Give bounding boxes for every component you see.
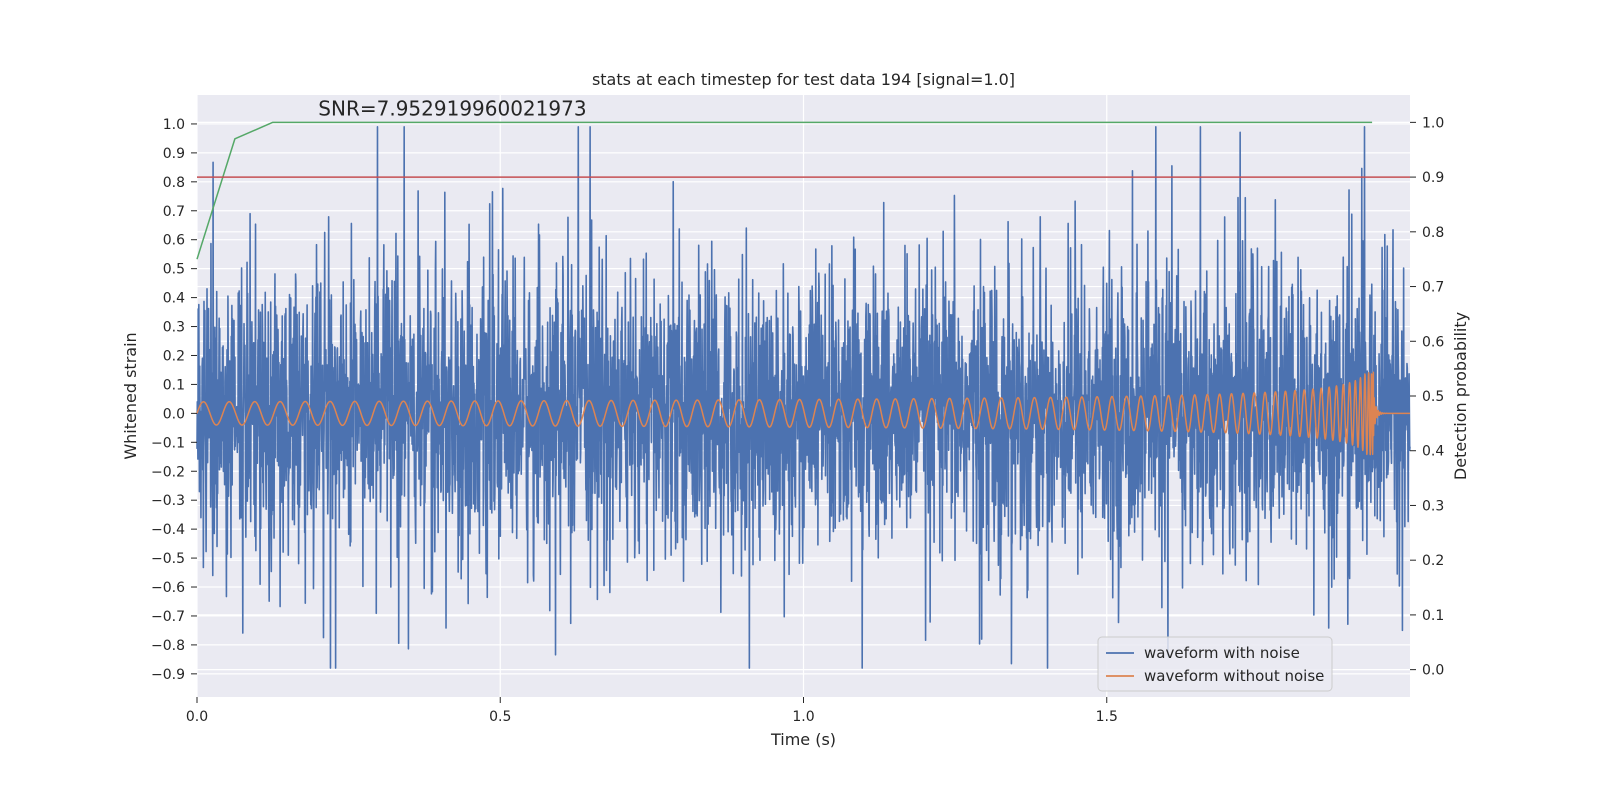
y-tick-label-0-8: 0.8 (163, 175, 185, 191)
x-tick-label-0-5: 0.5 (489, 709, 511, 725)
snr-annotation: SNR=7.952919960021973 (318, 96, 586, 120)
y-tick-label-0-3: −0.3 (151, 493, 185, 509)
y-right-axis-label: Detection probability (1451, 312, 1470, 480)
y-tick-label-0-7: 0.7 (163, 204, 185, 220)
series-detection-probability (196, 121, 1373, 260)
y-tick-label-0: 0.0 (163, 406, 185, 422)
y-tick-label-0-9: 0.9 (163, 146, 185, 162)
y-axis-label: Whitened strain (121, 332, 140, 459)
y-tick-label-0-6: −0.6 (151, 580, 185, 596)
y-right-tick-label-0-7: 0.7 (1422, 280, 1444, 296)
y-tick-label-0-4: −0.4 (151, 522, 185, 538)
y-right-tick-label-0-6: 0.6 (1422, 334, 1444, 350)
y-tick-label-0-5: 0.5 (163, 262, 185, 278)
chart-title: stats at each timestep for test data 194… (592, 70, 1015, 89)
legend-label-waveform-with-noise: waveform with noise (1144, 644, 1300, 662)
series-waveform-without-noise (196, 371, 1411, 456)
y-tick-label-1: 1.0 (163, 117, 185, 133)
x-tick-label-1: 1.0 (792, 709, 814, 725)
y-right-tick-label-1: 1.0 (1422, 115, 1444, 131)
series-layer (196, 121, 1411, 669)
x-axis-label: Time (s) (770, 730, 836, 749)
y-tick-label-0-7: −0.7 (151, 609, 185, 625)
x-axis-ticks: 0.0 0.5 1.0 1.5 (186, 697, 1118, 725)
y-tick-label-0-8: −0.8 (151, 638, 185, 654)
y-tick-label-0-1: 0.1 (163, 377, 185, 393)
y-right-tick-label-0-5: 0.5 (1422, 389, 1444, 405)
y-tick-label-0-4: 0.4 (163, 291, 185, 307)
legend: waveform with noise waveform without noi… (1097, 636, 1333, 692)
y-right-tick-label-0-2: 0.2 (1422, 553, 1444, 569)
y-right-tick-label-0-4: 0.4 (1422, 444, 1444, 460)
x-tick-label-1-5: 1.5 (1096, 709, 1118, 725)
y-right-tick-label-0-1: 0.1 (1422, 608, 1444, 624)
y-tick-label-0-2: −0.2 (151, 464, 185, 480)
y-right-axis-ticks: 1.0 0.9 0.8 0.7 0.6 0.5 0.4 0.3 0.2 0.1 0.0 (1410, 115, 1444, 679)
legend-box (1097, 636, 1333, 692)
y-tick-label-0-2: 0.2 (163, 348, 185, 364)
y-right-tick-label-0-3: 0.3 (1422, 498, 1444, 514)
series-waveform-with-noise (196, 126, 1411, 669)
y-right-tick-label-0-8: 0.8 (1422, 225, 1444, 241)
y-right-tick-label-0-9: 0.9 (1422, 170, 1444, 186)
x-tick-label-0: 0.0 (186, 709, 208, 725)
y-tick-label-0-5: −0.5 (151, 551, 185, 567)
y-tick-label-0-3: 0.3 (163, 320, 185, 336)
y-tick-label-0-9: −0.9 (151, 667, 185, 683)
legend-label-waveform-without-noise: waveform without noise (1144, 667, 1324, 685)
y-tick-label-0-1: −0.1 (151, 435, 185, 451)
y-tick-label-0-6: 0.6 (163, 233, 185, 249)
y-axis-ticks: 1.0 0.9 0.8 0.7 0.6 0.5 0.4 0.3 0.2 0.1 0.0 −0.1 −0.… (151, 117, 197, 683)
y-right-tick-label-0: 0.0 (1422, 663, 1444, 679)
